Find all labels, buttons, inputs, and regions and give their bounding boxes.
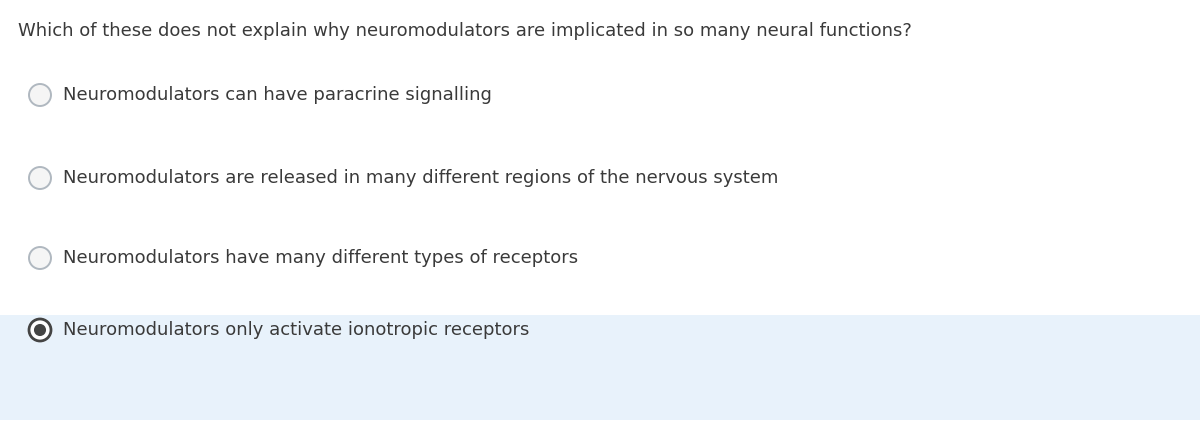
Circle shape — [29, 319, 50, 341]
Circle shape — [29, 247, 50, 269]
Text: Neuromodulators are released in many different regions of the nervous system: Neuromodulators are released in many dif… — [64, 169, 779, 187]
Circle shape — [29, 84, 50, 106]
Text: Neuromodulators can have paracrine signalling: Neuromodulators can have paracrine signa… — [64, 86, 492, 104]
Text: Neuromodulators have many different types of receptors: Neuromodulators have many different type… — [64, 249, 578, 267]
Text: Neuromodulators only activate ionotropic receptors: Neuromodulators only activate ionotropic… — [64, 321, 529, 339]
Bar — [0, 315, 1200, 420]
Text: Which of these does not explain why neuromodulators are implicated in so many ne: Which of these does not explain why neur… — [18, 22, 912, 40]
Circle shape — [34, 324, 46, 336]
Circle shape — [29, 167, 50, 189]
